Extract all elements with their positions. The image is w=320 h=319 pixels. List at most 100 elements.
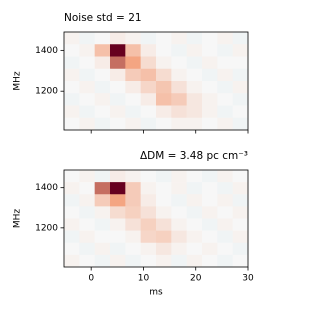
heatmap-cell bbox=[186, 93, 203, 106]
heatmap-cell bbox=[232, 182, 249, 195]
x-tick-label: 30 bbox=[242, 274, 254, 284]
heatmap-cell bbox=[156, 105, 172, 119]
heatmap-cell bbox=[110, 254, 126, 268]
heatmap-cell bbox=[186, 206, 203, 219]
heatmap-cell bbox=[171, 230, 187, 244]
heatmap-cell bbox=[186, 56, 203, 70]
heatmap-cell bbox=[140, 182, 157, 195]
heatmap-cell bbox=[94, 68, 111, 82]
heatmap-cell bbox=[125, 230, 141, 244]
heatmap-cell bbox=[186, 230, 203, 244]
heatmap-cell bbox=[232, 44, 249, 57]
x-tick-label: 20 bbox=[190, 274, 202, 284]
heatmap-cell bbox=[94, 194, 111, 207]
heatmap-cell bbox=[125, 242, 141, 256]
heatmap-cell bbox=[217, 254, 233, 268]
heatmap-cell bbox=[232, 254, 249, 268]
heatmap-cell bbox=[232, 56, 249, 70]
heatmap-cell bbox=[140, 218, 157, 231]
heatmap-cell bbox=[202, 81, 218, 94]
heatmap-cell bbox=[186, 32, 203, 45]
heatmap-cell bbox=[110, 170, 126, 183]
heatmap-cell bbox=[217, 81, 233, 94]
heatmap-cell bbox=[232, 194, 249, 207]
heatmap-cell bbox=[79, 68, 95, 82]
heatmap-cell bbox=[186, 68, 203, 82]
heatmap-cell bbox=[110, 117, 126, 131]
heatmap-cell bbox=[171, 194, 187, 207]
heatmap-cell bbox=[202, 117, 218, 131]
heatmap-cell bbox=[94, 93, 111, 106]
heatmap-cell bbox=[125, 81, 141, 94]
heatmap-cell bbox=[156, 81, 172, 94]
heatmap-cell bbox=[202, 206, 218, 219]
heatmap-cell bbox=[232, 81, 249, 94]
heatmap-cell bbox=[171, 170, 187, 183]
heatmap-cell bbox=[156, 170, 172, 183]
heatmap-cell bbox=[156, 218, 172, 231]
heatmap-cell bbox=[125, 117, 141, 131]
heatmap-cell bbox=[186, 44, 203, 57]
heatmap-cell bbox=[64, 230, 80, 244]
heatmap-cell bbox=[156, 117, 172, 131]
heatmap-cell bbox=[94, 182, 111, 195]
heatmap-cell bbox=[186, 170, 203, 183]
heatmap-cell bbox=[140, 32, 157, 45]
heatmap-cell bbox=[140, 206, 157, 219]
heatmap-cell bbox=[125, 68, 141, 82]
heatmap-cell bbox=[156, 254, 172, 268]
heatmap-cell bbox=[171, 32, 187, 45]
heatmap-cell bbox=[64, 68, 80, 82]
heatmap-cell bbox=[79, 182, 95, 195]
x-axis-label: ms bbox=[149, 288, 163, 298]
heatmap-cell bbox=[79, 218, 95, 231]
heatmap-cell bbox=[140, 254, 157, 268]
heatmap-cell bbox=[232, 32, 249, 45]
heatmap-cell bbox=[64, 254, 80, 268]
heatmap-cell bbox=[64, 218, 80, 231]
heatmap-cell bbox=[217, 56, 233, 70]
heatmap-cell bbox=[79, 194, 95, 207]
heatmap-cell bbox=[171, 206, 187, 219]
heatmap-cell bbox=[64, 105, 80, 119]
heatmap-cell bbox=[140, 44, 157, 57]
heatmap-cell bbox=[156, 56, 172, 70]
heatmap-cell bbox=[202, 68, 218, 82]
heatmap-cell bbox=[125, 182, 141, 195]
heatmap-cell bbox=[232, 170, 249, 183]
heatmap-cell bbox=[232, 105, 249, 119]
heatmap-cell bbox=[64, 206, 80, 219]
heatmap-cell bbox=[79, 81, 95, 94]
heatmap-cell bbox=[79, 206, 95, 219]
heatmap-cell bbox=[171, 56, 187, 70]
chart-title: ΔDM = 3.48 pc cm⁻³ bbox=[140, 150, 248, 162]
heatmap-cell bbox=[202, 254, 218, 268]
heatmap-cell bbox=[156, 242, 172, 256]
heatmap-cell bbox=[217, 230, 233, 244]
heatmap-cell bbox=[94, 117, 111, 131]
heatmap-cell bbox=[125, 32, 141, 45]
heatmap-cell bbox=[64, 170, 80, 183]
heatmap-cell bbox=[110, 218, 126, 231]
heatmap-cell bbox=[110, 230, 126, 244]
heatmap-cell bbox=[217, 93, 233, 106]
heatmap-cell bbox=[202, 32, 218, 45]
heatmap-cell bbox=[94, 218, 111, 231]
heatmap-cell bbox=[79, 170, 95, 183]
heatmap-cell bbox=[171, 254, 187, 268]
heatmap-cell bbox=[186, 218, 203, 231]
heatmap-cell bbox=[125, 218, 141, 231]
y-axis-label: MHz bbox=[13, 71, 23, 91]
heatmap-cell bbox=[110, 182, 126, 195]
heatmap-cell bbox=[202, 242, 218, 256]
heatmap-cell bbox=[202, 105, 218, 119]
heatmap-cell bbox=[186, 81, 203, 94]
heatmap-cell bbox=[217, 68, 233, 82]
x-tick-label: 0 bbox=[88, 274, 94, 284]
heatmap-cell bbox=[232, 206, 249, 219]
heatmap-cell bbox=[156, 93, 172, 106]
heatmap-cell bbox=[94, 242, 111, 256]
heatmap-cell bbox=[156, 194, 172, 207]
heatmap-cell bbox=[140, 117, 157, 131]
heatmap-cell bbox=[79, 44, 95, 57]
